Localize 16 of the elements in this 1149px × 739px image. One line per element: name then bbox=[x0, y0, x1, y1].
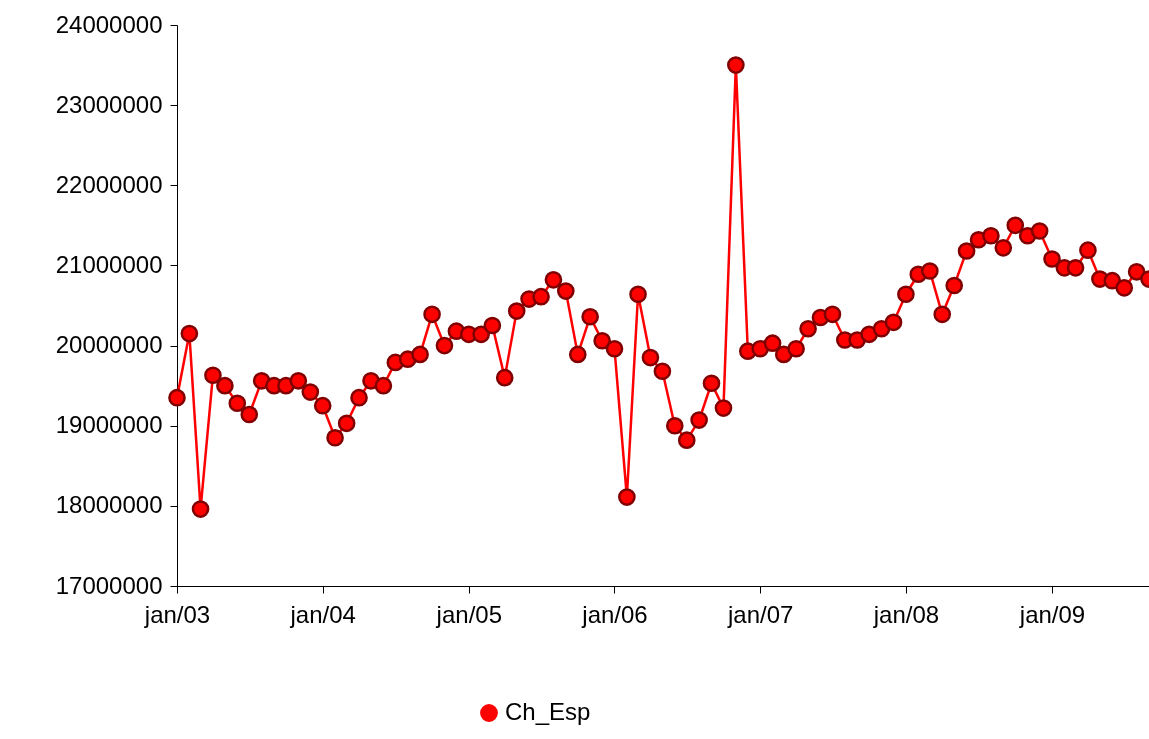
x-tick-label: jan/03 bbox=[143, 600, 211, 628]
y-tick-label: 20000000 bbox=[55, 331, 163, 359]
x-tick-label: jan/07 bbox=[727, 600, 794, 628]
y-tick-label: 22000000 bbox=[55, 170, 163, 198]
legend-label: Ch_Esp bbox=[505, 698, 591, 725]
y-tick-label: 19000000 bbox=[55, 411, 163, 439]
x-tick-label: jan/05 bbox=[435, 600, 502, 628]
x-tick-label: jan/08 bbox=[872, 600, 940, 628]
y-tick-label: 23000000 bbox=[55, 90, 163, 118]
x-tick-label: jan/09 bbox=[1018, 600, 1086, 628]
y-tick-label: 18000000 bbox=[55, 491, 163, 519]
x-tick-label: jan/04 bbox=[289, 600, 356, 628]
y-tick-label: 24000000 bbox=[55, 10, 163, 38]
y-tick-label: 17000000 bbox=[55, 571, 163, 599]
x-tick-label: jan/06 bbox=[581, 600, 648, 628]
y-tick-label: 21000000 bbox=[55, 250, 163, 278]
